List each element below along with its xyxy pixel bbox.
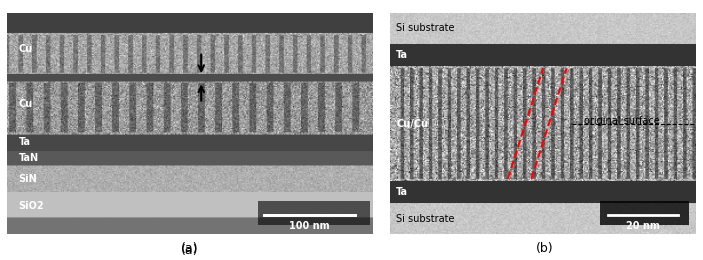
Text: (a): (a) (181, 242, 198, 255)
Text: (a): (a) (181, 244, 198, 257)
Text: Cu: Cu (18, 99, 33, 109)
Text: Ta: Ta (18, 137, 30, 147)
FancyBboxPatch shape (600, 201, 689, 225)
Text: SiN: SiN (18, 174, 37, 184)
Text: Si substrate: Si substrate (396, 23, 455, 34)
Text: Cu/Cu: Cu/Cu (396, 119, 428, 128)
Text: Ta: Ta (396, 50, 408, 60)
Text: Ta: Ta (396, 187, 408, 197)
Text: (b): (b) (536, 242, 554, 255)
Text: Cu: Cu (18, 44, 33, 54)
Text: TaN: TaN (18, 153, 39, 163)
Text: SiO2: SiO2 (18, 202, 44, 211)
Text: original surface: original surface (584, 116, 660, 126)
Text: 20 nm: 20 nm (626, 221, 660, 231)
Text: 100 nm: 100 nm (290, 221, 330, 231)
FancyBboxPatch shape (259, 201, 370, 225)
Text: Si substrate: Si substrate (396, 213, 455, 224)
